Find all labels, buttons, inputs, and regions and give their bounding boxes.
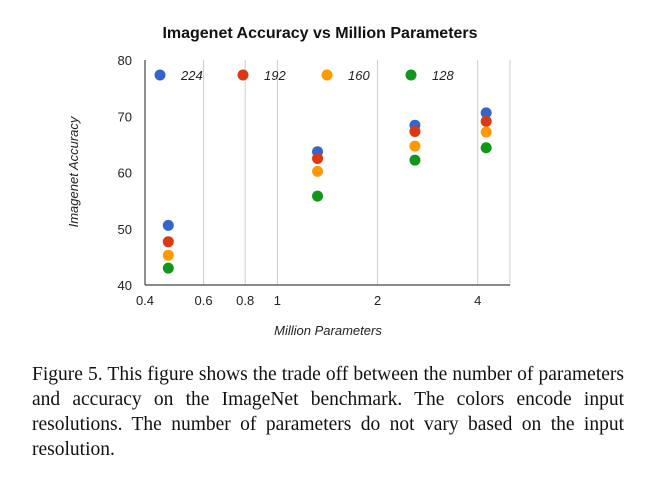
legend-marker — [321, 69, 333, 81]
legend: 224 192 160 128 — [154, 68, 454, 83]
data-point — [409, 140, 421, 152]
y-tick-label: 80 — [118, 53, 132, 68]
data-point — [162, 236, 174, 248]
y-tick-label: 60 — [118, 166, 132, 181]
data-point — [409, 154, 421, 166]
data-point — [409, 125, 421, 137]
y-tick-label: 50 — [118, 222, 132, 237]
data-point — [162, 249, 174, 261]
legend-marker — [405, 69, 417, 81]
data-point — [162, 219, 174, 231]
y-tick-labels: 40 50 60 70 80 — [118, 53, 132, 293]
data-point — [312, 190, 324, 202]
data-point — [312, 165, 324, 177]
x-tick-label: 4 — [474, 293, 481, 308]
figure-caption: Figure 5. This figure shows the trade of… — [32, 364, 624, 460]
y-axis-label: Imagenet Accuracy — [66, 115, 81, 227]
data-point — [480, 126, 492, 138]
x-tick-label: 0.8 — [236, 293, 254, 308]
y-tick-label: 70 — [118, 109, 132, 124]
x-tick-label: 2 — [374, 293, 381, 308]
data-point — [312, 152, 324, 164]
chart-title: Imagenet Accuracy vs Million Parameters — [162, 25, 477, 42]
data-points — [162, 107, 492, 274]
legend-label: 192 — [264, 68, 286, 83]
data-point — [480, 115, 492, 127]
x-tick-label: 0.6 — [195, 293, 213, 308]
scatter-chart: Imagenet Accuracy vs Million Parameters … — [66, 25, 511, 338]
legend-marker — [237, 69, 249, 81]
x-tick-labels: 0.4 0.6 0.8 1 2 4 — [136, 293, 481, 308]
legend-label: 128 — [432, 68, 454, 83]
legend-label: 224 — [180, 68, 203, 83]
y-tick-label: 40 — [118, 278, 132, 293]
legend-marker — [154, 69, 166, 81]
legend-label: 160 — [348, 68, 370, 83]
x-axis-label: Million Parameters — [274, 323, 382, 338]
axes — [144, 60, 510, 286]
data-point — [480, 107, 492, 119]
grid-lines — [203, 60, 511, 285]
x-tick-label: 1 — [274, 293, 281, 308]
data-point — [162, 262, 174, 274]
data-point — [480, 142, 492, 154]
x-tick-label: 0.4 — [136, 293, 154, 308]
